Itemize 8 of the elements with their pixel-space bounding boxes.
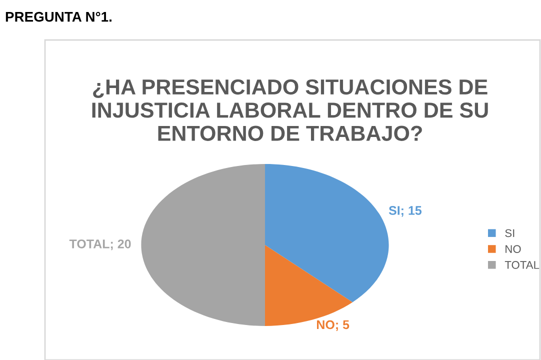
legend-label: SI bbox=[505, 229, 514, 238]
legend-label: NO bbox=[506, 245, 521, 253]
legend-label: TOTAL bbox=[504, 261, 540, 269]
data-label: SI; 15 bbox=[388, 206, 422, 217]
text: PREGUNTA N°1. bbox=[6, 12, 112, 22]
data-label: TOTAL; 20 bbox=[69, 240, 131, 250]
chart-title: ¿HA PRESENCIADO SITUACIONES DE INJUSTICIA LABORAL DENTRO DE SU ENTORNO DE TRABAJO? bbox=[92, 79, 488, 141]
data-label: NO; 5 bbox=[317, 320, 350, 331]
